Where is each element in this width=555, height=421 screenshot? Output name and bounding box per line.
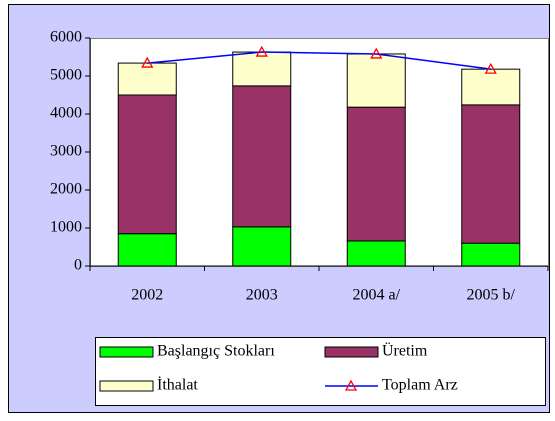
x-tick-label: 2004 a/ bbox=[352, 287, 400, 304]
legend-swatch bbox=[324, 346, 379, 358]
bar bbox=[461, 242, 521, 267]
legend-label: İthalat bbox=[157, 376, 198, 394]
marker bbox=[141, 56, 154, 68]
legend-label: Toplam Arz bbox=[382, 377, 458, 394]
bar bbox=[346, 240, 406, 267]
y-tick-label: 5000 bbox=[50, 67, 82, 84]
legend-marker bbox=[344, 379, 358, 391]
legend-label: Başlangıç Stokları bbox=[157, 343, 275, 360]
marker bbox=[255, 45, 268, 57]
y-tick-label: 0 bbox=[74, 257, 82, 274]
legend-box bbox=[95, 337, 546, 406]
bar bbox=[232, 226, 292, 267]
bar bbox=[117, 94, 177, 235]
bar bbox=[346, 106, 406, 242]
y-tick-label: 4000 bbox=[50, 105, 82, 122]
x-tick-label: 2002 bbox=[131, 287, 163, 304]
x-tick-label: 2003 bbox=[246, 287, 278, 304]
x-tick-label: 2005 b/ bbox=[467, 287, 516, 304]
bar bbox=[117, 233, 177, 267]
bar bbox=[346, 53, 406, 108]
marker bbox=[370, 47, 383, 59]
bar bbox=[461, 104, 521, 244]
bar bbox=[117, 62, 177, 96]
legend-label: Üretim bbox=[382, 342, 428, 360]
bar bbox=[461, 68, 521, 106]
legend-swatch bbox=[99, 346, 154, 358]
bar bbox=[232, 85, 292, 228]
y-tick-label: 6000 bbox=[50, 29, 82, 46]
line bbox=[147, 51, 491, 70]
legend-swatch bbox=[99, 380, 154, 392]
marker bbox=[484, 62, 497, 74]
bar bbox=[232, 51, 292, 87]
y-tick-label: 3000 bbox=[50, 143, 82, 160]
y-tick-label: 1000 bbox=[50, 219, 82, 236]
y-tick-label: 2000 bbox=[50, 181, 82, 198]
